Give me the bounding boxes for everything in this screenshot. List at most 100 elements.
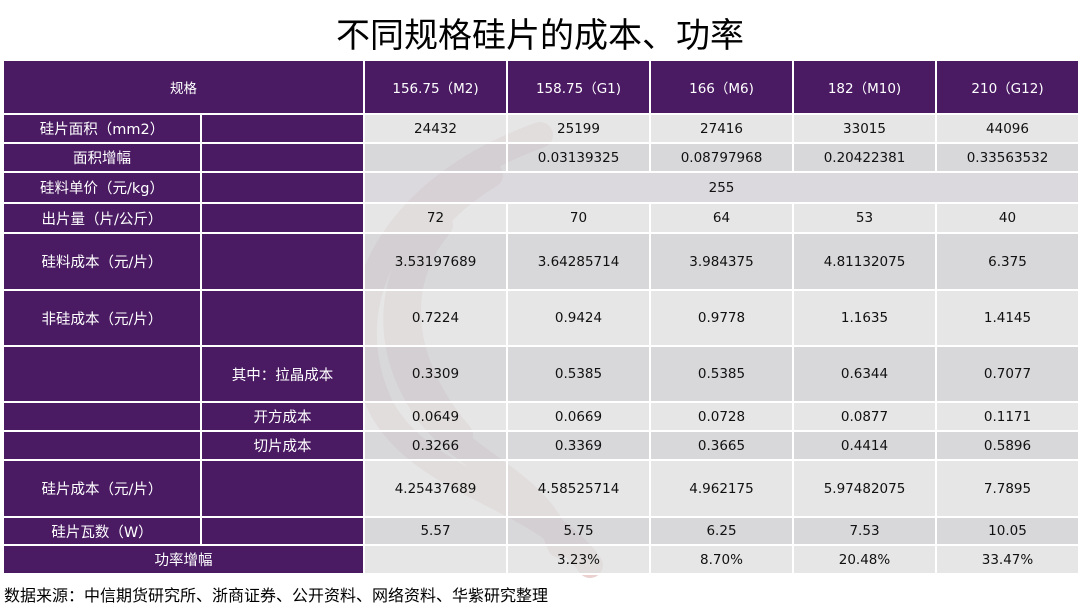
table-cell: 0.1171 xyxy=(935,401,1080,432)
table-row: 出片量（片/公斤） 72 70 64 53 40 xyxy=(2,202,1080,234)
table-cell: 4.81132075 xyxy=(792,232,937,291)
table-row: 硅片瓦数（W） 5.57 5.75 6.25 7.53 10.05 xyxy=(2,516,1080,546)
table-cell: 3.984375 xyxy=(649,232,794,291)
table-row: 面积增幅 0.03139325 0.08797968 0.20422381 0.… xyxy=(2,142,1080,173)
blank-cell xyxy=(200,289,365,347)
table-row: 硅片成本（元/片） 4.25437689 4.58525714 4.962175… xyxy=(2,459,1080,518)
table-row: 硅片面积（mm2） 24432 25199 27416 33015 44096 xyxy=(2,113,1080,144)
table-cell: 6.25 xyxy=(649,516,794,546)
table-cell: 4.58525714 xyxy=(506,459,651,518)
table-cell: 0.0728 xyxy=(649,401,794,432)
row-label: 硅料单价（元/kg） xyxy=(2,171,202,204)
blank-cell xyxy=(200,232,365,291)
table-cell: 3.64285714 xyxy=(506,232,651,291)
table-cell: 0.7077 xyxy=(935,345,1080,403)
col-header: 156.75（M2) xyxy=(363,59,508,115)
table-cell: 0.03139325 xyxy=(506,142,651,173)
table-cell: 40 xyxy=(935,202,1080,234)
sub-row-label: 开方成本 xyxy=(200,401,365,432)
table-row: 切片成本 0.3266 0.3369 0.3665 0.4414 0.5896 xyxy=(2,430,1080,461)
table-cell: 64 xyxy=(649,202,794,234)
table-cell: 0.0649 xyxy=(363,401,508,432)
spec-cost-table: 规格 156.75（M2) 158.75（G1) 166（M6) 182（M10… xyxy=(2,59,1080,575)
table-cell: 10.05 xyxy=(935,516,1080,546)
table-cell: 0.3369 xyxy=(506,430,651,461)
table-cell: 53 xyxy=(792,202,937,234)
table-cell: 0.3665 xyxy=(649,430,794,461)
blank-cell xyxy=(2,345,202,403)
blank-cell xyxy=(200,171,365,204)
table-cell: 7.53 xyxy=(792,516,937,546)
spec-header: 规格 xyxy=(2,59,365,115)
table-cell: 1.1635 xyxy=(792,289,937,347)
table-cell: 0.3266 xyxy=(363,430,508,461)
col-header: 182（M10) xyxy=(792,59,937,115)
table-row: 功率增幅 3.23% 8.70% 20.48% 33.47% xyxy=(2,544,1080,575)
col-header: 166（M6) xyxy=(649,59,794,115)
table-row: 开方成本 0.0649 0.0669 0.0728 0.0877 0.1171 xyxy=(2,401,1080,432)
table-cell: 0.33563532 xyxy=(935,142,1080,173)
source-footnote: 数据来源：中信期货研究所、浙商证券、公开资料、网络资料、华紫研究整理 xyxy=(4,586,549,605)
table-cell: 0.3309 xyxy=(363,345,508,403)
table-cell: 0.5385 xyxy=(506,345,651,403)
row-label: 硅片成本（元/片） xyxy=(2,459,202,518)
table-cell: 0.5385 xyxy=(649,345,794,403)
blank-cell xyxy=(200,113,365,144)
row-label: 面积增幅 xyxy=(2,142,202,173)
row-label: 非硅成本（元/片） xyxy=(2,289,202,347)
row-label: 硅片瓦数（W） xyxy=(2,516,202,546)
table-cell: 24432 xyxy=(363,113,508,144)
merged-cell: 255 xyxy=(363,171,1080,204)
table-cell: 33.47% xyxy=(935,544,1080,575)
blank-cell xyxy=(2,401,202,432)
table-row: 硅料成本（元/片） 3.53197689 3.64285714 3.984375… xyxy=(2,232,1080,291)
table-cell: 0.9778 xyxy=(649,289,794,347)
row-label: 硅料成本（元/片） xyxy=(2,232,202,291)
blank-cell xyxy=(200,202,365,234)
table-cell: 8.70% xyxy=(649,544,794,575)
page-title: 不同规格硅片的成本、功率 xyxy=(336,16,744,56)
table-cell: 27416 xyxy=(649,113,794,144)
table-cell: 44096 xyxy=(935,113,1080,144)
sub-row-label: 切片成本 xyxy=(200,430,365,461)
blank-cell xyxy=(200,142,365,173)
table-cell: 0.9424 xyxy=(506,289,651,347)
table-cell: 25199 xyxy=(506,113,651,144)
blank-cell xyxy=(200,459,365,518)
col-header: 158.75（G1) xyxy=(506,59,651,115)
sub-row-label: 其中：拉晶成本 xyxy=(200,345,365,403)
table-cell: 20.48% xyxy=(792,544,937,575)
col-header: 210（G12) xyxy=(935,59,1080,115)
table-cell: 0.5896 xyxy=(935,430,1080,461)
table-cell: 5.57 xyxy=(363,516,508,546)
table-cell: 0.08797968 xyxy=(649,142,794,173)
table-cell: 4.25437689 xyxy=(363,459,508,518)
row-label: 硅片面积（mm2） xyxy=(2,113,202,144)
table-cell: 0.0877 xyxy=(792,401,937,432)
blank-cell xyxy=(2,430,202,461)
table-cell: 5.97482075 xyxy=(792,459,937,518)
table-cell: 3.53197689 xyxy=(363,232,508,291)
table-cell xyxy=(363,544,508,575)
table-cell xyxy=(363,142,508,173)
row-label: 功率增幅 xyxy=(2,544,365,575)
table-row: 硅料单价（元/kg） 255 xyxy=(2,171,1080,204)
table-row: 非硅成本（元/片） 0.7224 0.9424 0.9778 1.1635 1.… xyxy=(2,289,1080,347)
table-cell: 7.7895 xyxy=(935,459,1080,518)
table-cell: 0.0669 xyxy=(506,401,651,432)
header-row: 规格 156.75（M2) 158.75（G1) 166（M6) 182（M10… xyxy=(2,59,1080,115)
table-cell: 6.375 xyxy=(935,232,1080,291)
table-cell: 0.6344 xyxy=(792,345,937,403)
table-cell: 3.23% xyxy=(506,544,651,575)
table-cell: 5.75 xyxy=(506,516,651,546)
table-cell: 1.4145 xyxy=(935,289,1080,347)
table-cell: 72 xyxy=(363,202,508,234)
table-cell: 70 xyxy=(506,202,651,234)
row-label: 出片量（片/公斤） xyxy=(2,202,202,234)
table-row: 其中：拉晶成本 0.3309 0.5385 0.5385 0.6344 0.70… xyxy=(2,345,1080,403)
table-cell: 0.4414 xyxy=(792,430,937,461)
blank-cell xyxy=(200,516,365,546)
table-cell: 33015 xyxy=(792,113,937,144)
table-cell: 0.7224 xyxy=(363,289,508,347)
table-cell: 0.20422381 xyxy=(792,142,937,173)
